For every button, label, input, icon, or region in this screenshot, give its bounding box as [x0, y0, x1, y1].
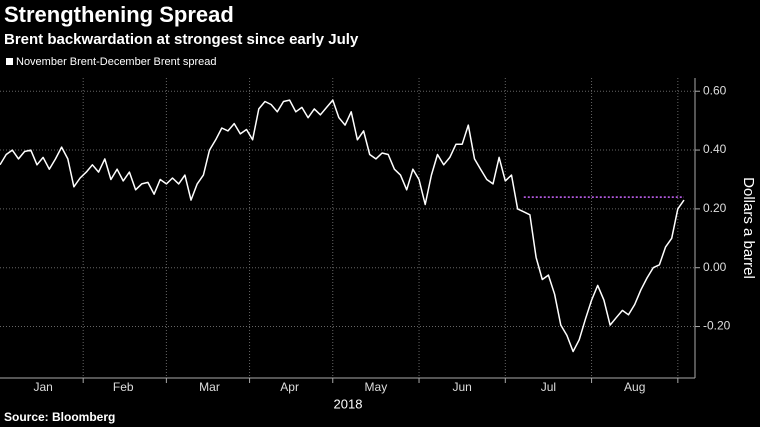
x-tick-label: Aug [624, 380, 645, 394]
line-series [0, 99, 685, 353]
y-tick-label: 0.20 [703, 201, 727, 215]
x-axis-label: 2018 [334, 396, 363, 411]
x-tick-label: Feb [113, 380, 134, 394]
chart-title: Strengthening Spread [4, 2, 234, 27]
y-tick-label: -0.20 [703, 319, 731, 333]
legend-label: November Brent-December Brent spread [16, 56, 217, 68]
y-tick-label: 0.40 [703, 142, 727, 156]
chart-subtitle: Brent backwardation at strongest since e… [4, 31, 359, 48]
x-tick-label: Jan [33, 380, 52, 394]
x-tick-label: May [365, 380, 388, 394]
y-tick-label: 0.60 [703, 83, 727, 97]
y-axis-label: Dollars a barrel [740, 177, 757, 279]
x-tick-label: Jul [541, 380, 556, 394]
x-tick-label: Mar [199, 380, 220, 394]
legend-swatch [6, 58, 13, 65]
x-tick-label: Jun [452, 380, 471, 394]
y-tick-label: 0.00 [703, 260, 727, 274]
source: Source: Bloomberg [4, 410, 115, 424]
x-tick-label: Apr [280, 380, 299, 394]
